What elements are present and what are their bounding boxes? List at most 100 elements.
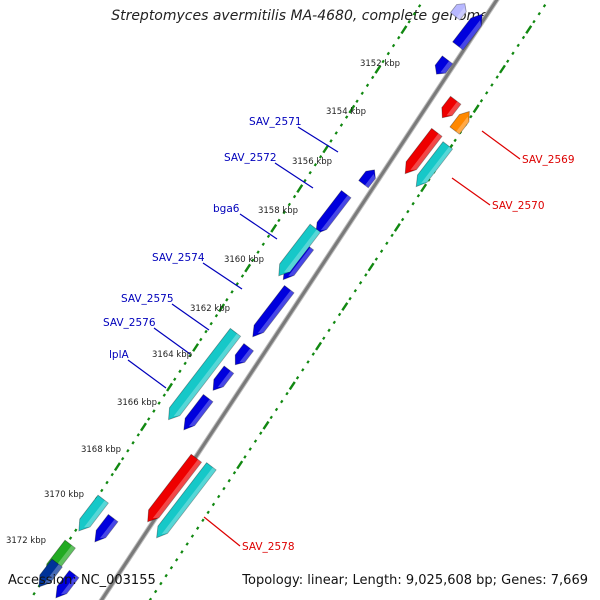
gene-feature[interactable] — [183, 393, 214, 431]
scale-tick — [68, 536, 73, 540]
scale-tick — [277, 218, 281, 223]
scale-tick-right — [490, 83, 494, 87]
gene-feature[interactable] — [358, 169, 376, 189]
gene-feature[interactable] — [404, 127, 443, 175]
gene-feature[interactable] — [252, 284, 295, 338]
tick-track-layer — [32, 4, 547, 600]
scale-tick-right — [259, 431, 263, 435]
scale-tick-right — [301, 368, 305, 372]
scale-tick — [318, 155, 323, 159]
scale-tick — [365, 83, 370, 88]
leader-line — [297, 126, 339, 153]
scale-tick — [266, 234, 271, 239]
genome-title: Streptomyces avermitilis MA-4680, comple… — [111, 8, 489, 24]
scale-tick-right — [537, 11, 541, 16]
scale-tick — [173, 377, 177, 382]
gene-feature[interactable] — [315, 189, 352, 235]
scale-label: 3172 kbp — [6, 536, 46, 546]
gene-feature[interactable] — [278, 223, 321, 277]
gene-label[interactable]: SAV_2576 — [103, 317, 156, 329]
scale-tick — [218, 303, 226, 313]
scale-tick-right — [542, 4, 547, 8]
scale-tick — [296, 184, 304, 194]
gene-feature[interactable] — [415, 141, 454, 188]
gene-feature[interactable] — [156, 462, 217, 539]
gene-feature[interactable] — [449, 3, 467, 21]
scale-tick-right — [164, 573, 168, 578]
scale-tick-right — [206, 510, 210, 515]
scale-tick-right — [374, 257, 379, 261]
leader-line — [274, 162, 314, 189]
scale-tick — [131, 441, 135, 445]
gene-feature[interactable] — [452, 13, 483, 51]
scale-tick — [412, 12, 417, 16]
scale-label: 3156 kbp — [292, 157, 332, 167]
gene-label[interactable]: SAV_2575 — [121, 293, 174, 305]
scale-tick — [329, 139, 333, 143]
scale-tick-right — [253, 439, 258, 443]
gene-feature[interactable] — [38, 558, 63, 588]
feature-layer — [38, 3, 483, 599]
scale-tick-right — [211, 502, 216, 507]
scale-tick-right — [472, 104, 480, 114]
scale-tick — [120, 456, 125, 461]
gene-feature[interactable] — [234, 343, 255, 366]
scale-tick — [386, 51, 391, 56]
scale-tick-right — [274, 407, 279, 412]
scale-tick — [230, 290, 234, 294]
gene-label[interactable]: SAV_2569 — [522, 154, 575, 166]
scale-tick-right — [521, 35, 526, 40]
gene-feature[interactable] — [55, 569, 80, 599]
gene-feature[interactable] — [147, 453, 203, 523]
scale-tick — [391, 43, 396, 48]
scale-tick — [313, 163, 318, 167]
gene-feature[interactable] — [449, 110, 470, 135]
gene-label[interactable]: SAV_2578 — [242, 541, 295, 553]
gene-label[interactable]: SAV_2572 — [224, 152, 277, 164]
scale-tick — [348, 104, 356, 114]
gene-feature[interactable] — [78, 494, 109, 532]
scale-tick-right — [195, 526, 200, 530]
scale-tick-right — [153, 589, 158, 594]
scale-tick — [334, 131, 338, 135]
scale-tick-right — [285, 391, 289, 396]
scale-tick-right — [311, 352, 315, 356]
scale-tick — [209, 321, 213, 326]
scale-tick-right — [315, 341, 323, 351]
gene-feature[interactable] — [94, 513, 119, 543]
scale-tick — [374, 65, 382, 74]
gene-label[interactable]: SAV_2574 — [152, 252, 205, 264]
gene-feature[interactable] — [434, 55, 454, 75]
scale-tick — [270, 223, 278, 233]
leader-line — [481, 130, 521, 160]
scale-tick — [140, 422, 147, 432]
leader-line — [171, 303, 210, 331]
scale-tick-right — [495, 75, 499, 79]
scale-tick-right — [217, 494, 221, 499]
scale-tick — [303, 178, 307, 183]
scale-tick-right — [469, 114, 473, 119]
gene-label[interactable]: bga6 — [213, 203, 240, 215]
scale-tick-right — [262, 420, 270, 430]
scale-tick-right — [248, 447, 252, 451]
scale-tick — [188, 353, 193, 358]
scale-tick-right — [506, 59, 510, 64]
scale-tick-right — [280, 399, 284, 404]
scale-label: 3154 kbp — [326, 107, 366, 117]
scale-tick-right — [269, 415, 273, 420]
scale-tick-right — [148, 597, 153, 600]
scale-tick — [235, 282, 239, 286]
gene-label[interactable]: lplA — [109, 349, 129, 361]
gene-label[interactable]: SAV_2571 — [249, 116, 302, 128]
gene-feature[interactable] — [441, 95, 462, 119]
gene-label[interactable]: SAV_2570 — [492, 200, 545, 212]
scale-tick — [251, 258, 255, 262]
scale-tick — [292, 194, 297, 199]
scale-tick-right — [185, 542, 189, 546]
accession-text: Accession: NC_003155 — [8, 573, 156, 588]
scale-tick-right — [159, 581, 163, 586]
leader-line-layer — [127, 126, 521, 547]
gene-feature[interactable] — [212, 365, 235, 391]
gene-feature[interactable] — [168, 327, 242, 421]
